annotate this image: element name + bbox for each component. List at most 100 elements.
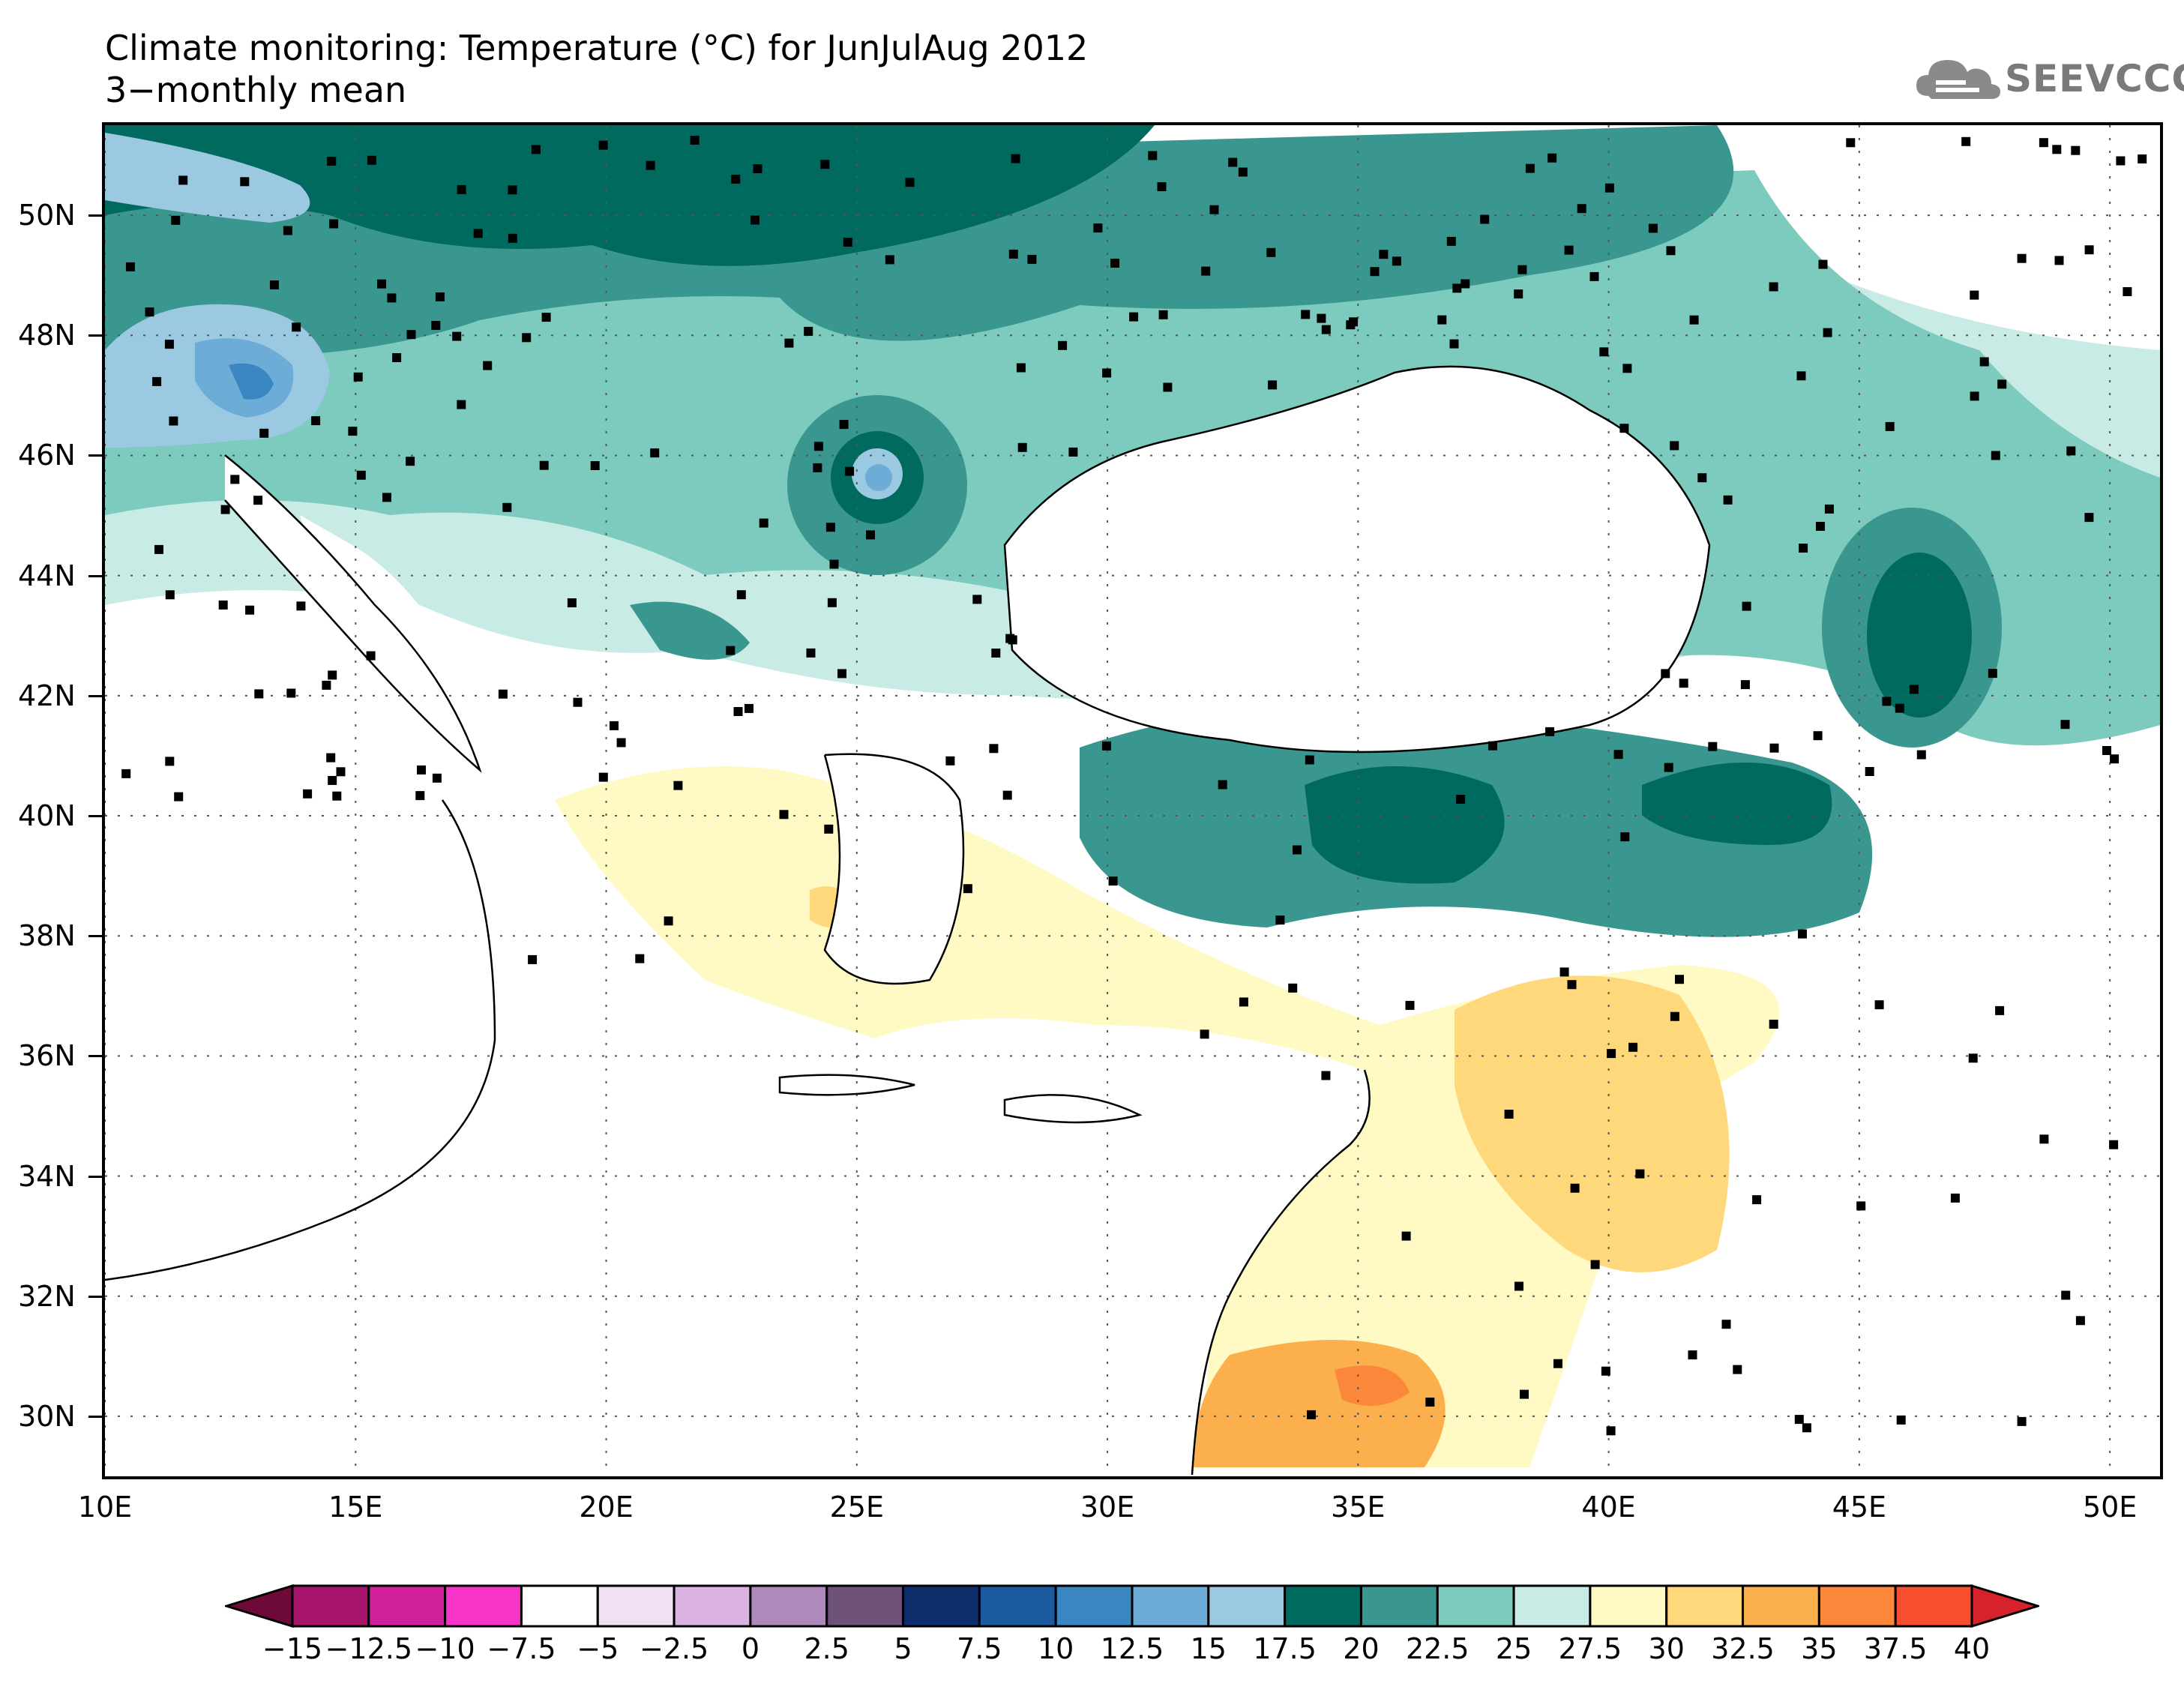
station-marker [837, 669, 846, 679]
lon-label: 45E [1832, 1491, 1887, 1524]
station-marker [1268, 380, 1278, 390]
station-marker [2075, 1316, 2085, 1326]
mediterranean [105, 515, 1370, 1475]
station-marker [322, 680, 331, 690]
station-marker [1101, 741, 1111, 751]
station-marker [366, 651, 376, 661]
temperature-map [102, 122, 2163, 1479]
station-marker [1008, 249, 1018, 259]
logo-text: SEEVCCC [2005, 57, 2184, 100]
station-marker [528, 954, 538, 964]
station-marker [392, 353, 402, 362]
station-marker [1988, 669, 1997, 679]
field-15-carpathian [865, 464, 892, 491]
station-marker [353, 372, 363, 382]
station-marker [2052, 145, 2062, 154]
lat-label: 50N [18, 199, 76, 232]
station-marker [1305, 755, 1314, 765]
station-marker [1068, 447, 1078, 457]
station-marker [1148, 151, 1158, 160]
station-marker [367, 155, 376, 165]
colorbar-swatch [367, 1584, 447, 1628]
lat-tick [88, 214, 102, 217]
station-marker [963, 884, 972, 894]
lat-label: 48N [18, 319, 76, 352]
field-32-5-syria [1455, 975, 1730, 1272]
station-marker [1058, 340, 1068, 350]
colorbar-label: −15 [262, 1632, 323, 1665]
lon-label: 30E [1080, 1491, 1135, 1524]
station-marker [1157, 182, 1167, 191]
station-marker [1818, 259, 1828, 269]
station-marker [820, 160, 830, 169]
colorbar-label: −12.5 [325, 1632, 413, 1665]
station-marker [2110, 754, 2120, 764]
station-marker [230, 475, 240, 484]
station-marker [567, 598, 577, 607]
station-marker [1525, 163, 1535, 173]
station-marker [1239, 997, 1248, 1007]
station-marker [1661, 669, 1670, 679]
station-marker [1856, 1201, 1866, 1211]
colorbar-high-arrow [1970, 1584, 2039, 1628]
station-marker [2084, 513, 2094, 523]
station-marker [1446, 236, 1456, 246]
station-marker [218, 600, 228, 610]
station-marker [1599, 347, 1609, 357]
field-20-caucasus [1867, 553, 1972, 718]
lat-tick [88, 1415, 102, 1418]
station-marker [303, 789, 313, 799]
station-marker [1567, 980, 1577, 990]
station-marker [328, 775, 337, 785]
station-marker [406, 330, 416, 340]
station-marker [415, 791, 425, 801]
colorbar-swatch [1131, 1584, 1210, 1628]
station-marker [1437, 315, 1447, 325]
lat-tick [88, 574, 102, 577]
station-marker [744, 703, 753, 713]
station-marker [1968, 1053, 1978, 1063]
colorbar-label: 22.5 [1405, 1632, 1469, 1665]
station-marker [1321, 325, 1331, 334]
colorbar-label: 0 [741, 1632, 759, 1665]
station-marker [1425, 1398, 1435, 1407]
station-marker [292, 322, 301, 332]
station-marker [1589, 271, 1599, 281]
station-marker [457, 184, 466, 194]
colorbar-swatch [1665, 1584, 1745, 1628]
map-grid [105, 125, 2160, 1476]
station-marker [1110, 259, 1120, 268]
station-marker [991, 649, 1001, 658]
colorbar-label: 12.5 [1100, 1632, 1164, 1665]
colorbar-swatch [1359, 1584, 1439, 1628]
station-marker [905, 178, 915, 187]
station-marker [2054, 256, 2064, 265]
station-marker [2061, 1290, 2071, 1300]
station-marker [531, 145, 541, 154]
lat-label: 36N [18, 1039, 76, 1073]
station-marker [750, 215, 759, 225]
station-marker [753, 164, 762, 173]
station-marker [508, 233, 517, 243]
station-marker [779, 810, 789, 820]
station-marker [1017, 442, 1027, 452]
station-marker [733, 707, 743, 716]
station-marker [2116, 156, 2126, 166]
station-marker [541, 313, 551, 322]
station-marker [2060, 720, 2070, 730]
field-35-sinai [1335, 1365, 1410, 1406]
station-marker [1604, 183, 1614, 193]
coastlines [105, 365, 1711, 1476]
colorbar-swatch [978, 1584, 1057, 1628]
station-marker [635, 954, 645, 963]
station-marker [406, 457, 415, 466]
station-marker [283, 226, 292, 235]
lon-label: 35E [1331, 1491, 1386, 1524]
station-marker [171, 215, 181, 225]
station-marker [1218, 780, 1227, 790]
colorbar-label: 30 [1648, 1632, 1685, 1665]
colorbar-swatch [1894, 1584, 1973, 1628]
station-marker [573, 697, 583, 707]
station-marker [502, 502, 512, 512]
station-marker [240, 177, 250, 187]
